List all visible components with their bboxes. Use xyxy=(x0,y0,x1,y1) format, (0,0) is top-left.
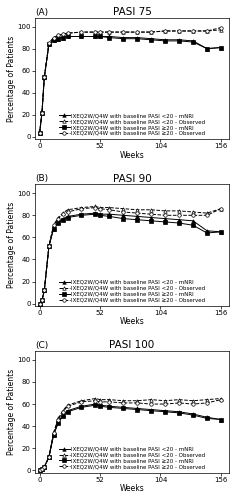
Text: (B): (B) xyxy=(35,174,48,183)
Y-axis label: Percentage of Patients: Percentage of Patients xyxy=(7,202,16,288)
X-axis label: Weeks: Weeks xyxy=(120,484,144,493)
Y-axis label: Percentage of Patients: Percentage of Patients xyxy=(7,36,16,122)
Title: PASI 100: PASI 100 xyxy=(110,340,155,350)
Y-axis label: Percentage of Patients: Percentage of Patients xyxy=(7,368,16,455)
Legend: IXEQ2W/Q4W with baseline PASI <20 - mNRI, IXEQ2W/Q4W with baseline PASI <20 - Ob: IXEQ2W/Q4W with baseline PASI <20 - mNRI… xyxy=(58,113,206,136)
X-axis label: Weeks: Weeks xyxy=(120,150,144,160)
Text: (C): (C) xyxy=(35,341,48,350)
Text: (A): (A) xyxy=(35,8,48,16)
Title: PASI 75: PASI 75 xyxy=(113,7,152,17)
Legend: IXEQ2W/Q4W with baseline PASI <20 - mNRI, IXEQ2W/Q4W with baseline PASI <20 - Ob: IXEQ2W/Q4W with baseline PASI <20 - mNRI… xyxy=(58,446,206,469)
Title: PASI 90: PASI 90 xyxy=(113,174,152,184)
X-axis label: Weeks: Weeks xyxy=(120,318,144,326)
Legend: IXEQ2W/Q4W with baseline PASI <20 - mNRI, IXEQ2W/Q4W with baseline PASI <20 - Ob: IXEQ2W/Q4W with baseline PASI <20 - mNRI… xyxy=(58,280,206,303)
